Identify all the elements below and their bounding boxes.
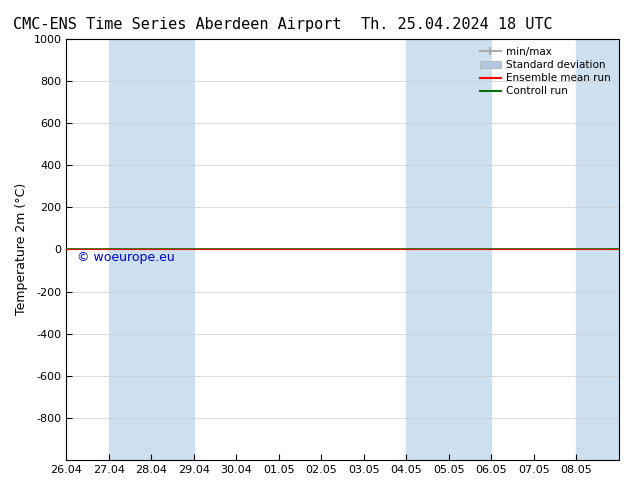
Text: Th. 25.04.2024 18 UTC: Th. 25.04.2024 18 UTC [361, 17, 552, 32]
Text: CMC-ENS Time Series Aberdeen Airport: CMC-ENS Time Series Aberdeen Airport [13, 17, 342, 32]
Bar [576, 39, 619, 460]
Y-axis label: Temperature 2m (°C): Temperature 2m (°C) [15, 183, 28, 316]
Bar [406, 39, 491, 460]
Text: © woeurope.eu: © woeurope.eu [77, 251, 175, 264]
Legend: min/max, Standard deviation, Ensemble mean run, Controll run: min/max, Standard deviation, Ensemble me… [477, 44, 614, 99]
Bar [109, 39, 194, 460]
